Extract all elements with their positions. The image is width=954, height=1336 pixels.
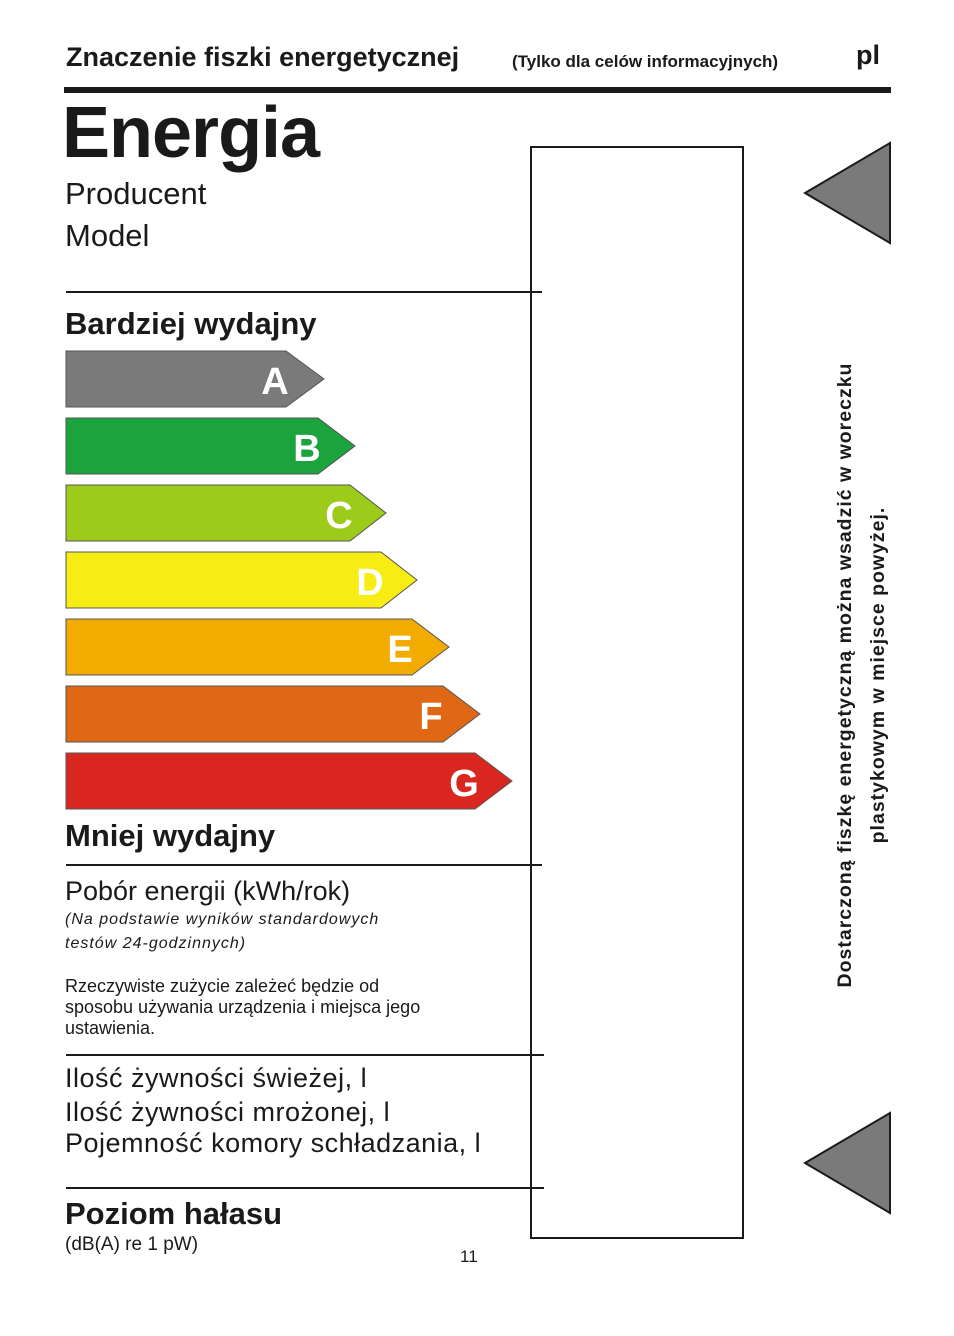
class-letter-e: E [387,629,412,671]
divider-middle [66,864,542,866]
class-arrow-d: D [65,551,418,609]
actual-note-line: sposobu używania urządzenia i miejsca je… [65,997,421,1017]
side-note-line: Dostarczoną fiszkę energetyczną można ws… [834,362,856,988]
class-letter-a: A [261,361,288,403]
manufacturer-label: Producent [65,176,207,211]
consumption-title: Pobór energii (kWh/rok) [65,876,351,906]
class-letter-d: D [356,562,383,604]
class-arrow-e: E [65,618,450,676]
language-code: pl [856,40,880,70]
class-arrow-a: A [65,350,325,408]
actual-consumption-note: Rzeczywiste zużycie zależeć będzie od sp… [65,976,420,1039]
class-arrow-g: G [65,752,513,810]
frozen-food-label: Ilość żywności mrożonej, l [65,1097,391,1127]
page-number: 11 [460,1247,478,1266]
label-title: Energia [62,93,320,173]
label-insert-box [530,146,744,1239]
noise-title: Poziom hałasu [65,1196,283,1231]
header-divider [64,87,891,93]
consumption-note: (Na podstawie wyników standardowych test… [65,908,379,956]
less-efficient-label: Mniej wydajny [65,818,276,853]
more-efficient-label: Bardziej wydajny [65,306,317,341]
side-note-line: plastykowym w miejsce powyżej. [867,506,889,844]
triangle-top-icon [803,141,891,245]
class-letter-b: B [293,428,320,470]
class-arrow-f: F [65,685,481,743]
actual-note-line: ustawienia. [65,1018,156,1038]
class-letter-g: G [449,763,479,805]
actual-note-line: Rzeczywiste zużycie zależeć będzie od [65,976,380,996]
triangle-bottom-icon [803,1111,891,1215]
class-letter-c: C [325,495,352,537]
side-note: Dostarczoną fiszkę energetyczną można ws… [829,265,895,1085]
fresh-food-label: Ilość żywności świeżej, l [65,1063,368,1093]
class-letter-f: F [419,696,442,738]
model-label: Model [65,218,150,253]
divider-top [66,291,542,293]
header-title: Znaczenie fiszki energetycznej [66,42,460,72]
noise-unit: (dB(A) re 1 pW) [65,1234,199,1255]
class-arrow-b: B [65,417,356,475]
class-arrow-c: C [65,484,387,542]
divider-volumes [66,1054,544,1056]
header-subtitle: (Tylko dla celów informacyjnych) [512,52,779,71]
consumption-note-line: (Na podstawie wyników standardowych [65,911,380,928]
chill-compartment-label: Pojemność komory schładzania, l [65,1128,482,1158]
consumption-note-line: testów 24-godzinnych) [65,935,247,952]
divider-bottom [66,1187,544,1189]
